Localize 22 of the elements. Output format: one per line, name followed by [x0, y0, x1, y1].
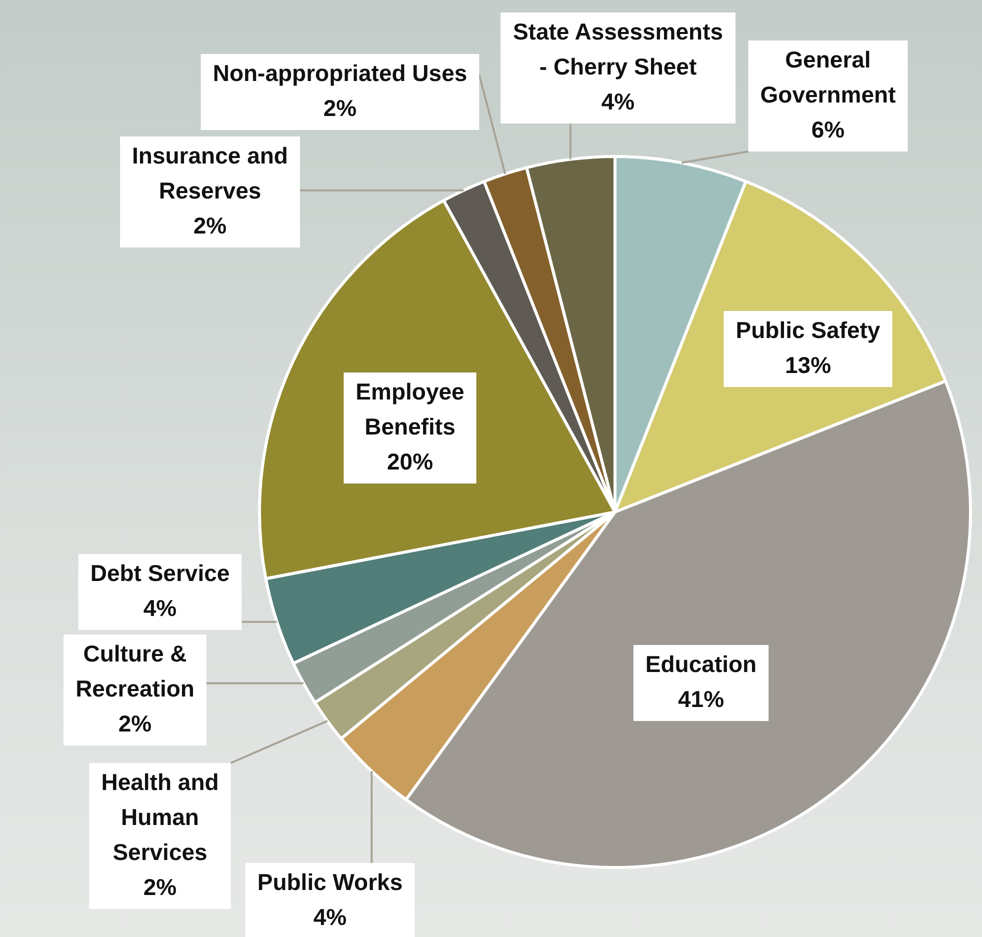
data-label: 4%: [143, 594, 177, 621]
data-label: 2%: [323, 94, 357, 121]
data-label: 4%: [601, 88, 635, 114]
data-label: 6%: [811, 116, 845, 142]
data-label: 13%: [784, 352, 832, 378]
data-label: 20%: [386, 448, 434, 474]
slice-label: Health and Human Services: [101, 768, 219, 865]
slice-label: Non-appropriated Uses: [212, 60, 468, 86]
data-label: 4%: [313, 904, 347, 930]
slice-label: Public Works: [257, 868, 403, 895]
data-label: 2%: [118, 710, 152, 736]
slice-label: Insurance and Reserves: [132, 142, 288, 204]
slice-label: Debt Service: [90, 560, 230, 586]
slice-label: Public Safety: [736, 316, 880, 343]
slice-label: Education: [645, 650, 757, 677]
slice-label: General Government: [760, 46, 896, 108]
slice-label: State Assessments - Cherry Sheet: [512, 18, 724, 80]
data-label: 2%: [193, 212, 227, 238]
data-label: 41%: [678, 686, 724, 712]
slice-label: Culture & Recreation: [76, 640, 194, 702]
slice-label: Employee Benefits: [356, 378, 464, 440]
data-label: 2%: [143, 874, 177, 900]
